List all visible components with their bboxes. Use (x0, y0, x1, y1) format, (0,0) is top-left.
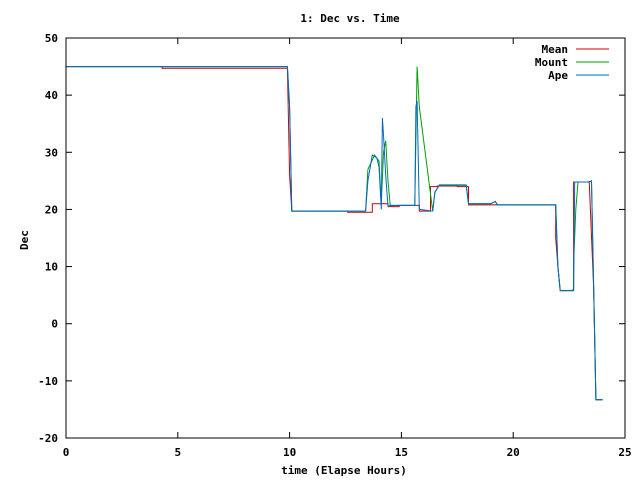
y-tick-label: 40 (45, 89, 58, 102)
series-lines (66, 66, 603, 401)
x-tick-label: 15 (395, 446, 408, 459)
x-tick-label: 25 (618, 446, 631, 459)
x-axis-label: time (Elapse Hours) (281, 464, 407, 477)
axis-ticks: 0 5 10 15 20 25 -20 -10 0 10 20 30 40 50 (38, 32, 632, 459)
x-tick-label: 0 (63, 446, 70, 459)
series-line-mean (66, 66, 603, 401)
x-tick-label: 10 (283, 446, 296, 459)
legend-label-mean: Mean (542, 43, 569, 56)
plot-frame (65, 37, 626, 439)
y-axis-label: Dec (18, 230, 31, 250)
y-tick-label: 0 (51, 318, 58, 331)
series-line-ape (66, 66, 603, 401)
y-tick-label: -10 (38, 375, 58, 388)
x-tick-label: 5 (174, 446, 181, 459)
chart-title: 1: Dec vs. Time (300, 12, 400, 25)
y-tick-label: 20 (45, 203, 58, 216)
y-tick-label: 10 (45, 261, 58, 274)
legend-label-ape: Ape (548, 69, 568, 82)
x-tick-label: 20 (507, 446, 520, 459)
y-tick-label: -20 (38, 432, 58, 445)
legend-label-mount: Mount (535, 56, 568, 69)
series-line-mount (66, 66, 603, 401)
y-tick-label: 30 (45, 146, 58, 159)
y-tick-label: 50 (45, 32, 58, 45)
